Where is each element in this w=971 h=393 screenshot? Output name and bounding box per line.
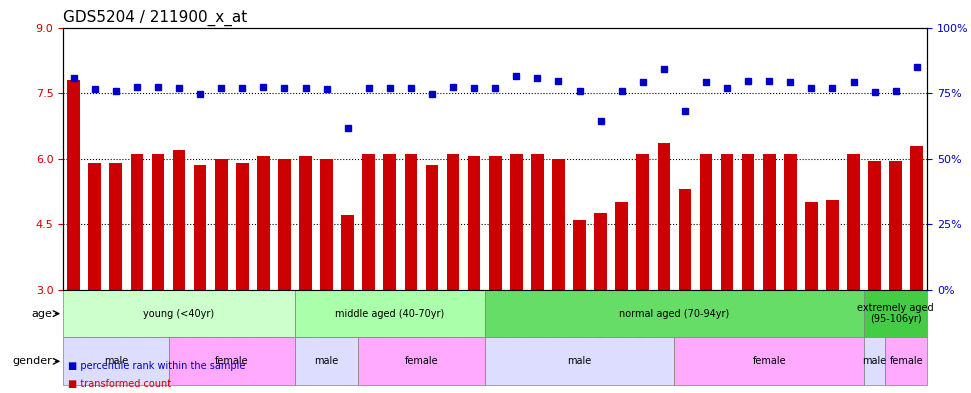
Text: male: male <box>567 356 591 366</box>
Bar <box>616 202 628 290</box>
Bar <box>868 161 881 290</box>
Bar <box>194 165 207 290</box>
FancyBboxPatch shape <box>295 290 485 338</box>
Bar <box>215 159 227 290</box>
Text: gender: gender <box>13 356 52 366</box>
Bar <box>911 145 923 290</box>
Bar <box>805 202 818 290</box>
FancyBboxPatch shape <box>485 338 675 385</box>
Text: male: male <box>315 356 339 366</box>
FancyBboxPatch shape <box>295 338 358 385</box>
Text: female: female <box>215 356 249 366</box>
Bar <box>848 154 860 290</box>
Bar <box>700 154 713 290</box>
Bar <box>405 154 418 290</box>
Bar <box>151 154 164 290</box>
Bar <box>384 154 396 290</box>
Bar <box>889 161 902 290</box>
Bar <box>679 189 691 290</box>
Bar <box>342 215 354 290</box>
FancyBboxPatch shape <box>864 290 927 338</box>
Text: age: age <box>32 309 52 319</box>
Bar <box>720 154 733 290</box>
Bar <box>488 156 502 290</box>
Bar <box>742 154 754 290</box>
Bar <box>510 154 522 290</box>
Text: ■ percentile rank within the sample: ■ percentile rank within the sample <box>68 362 246 371</box>
Text: middle aged (40-70yr): middle aged (40-70yr) <box>335 309 445 319</box>
FancyBboxPatch shape <box>864 338 886 385</box>
Text: extremely aged
(95-106yr): extremely aged (95-106yr) <box>857 303 934 324</box>
Bar <box>826 200 839 290</box>
Bar <box>299 156 312 290</box>
Text: female: female <box>889 356 923 366</box>
Bar <box>173 150 185 290</box>
Bar <box>425 165 438 290</box>
Bar <box>447 154 459 290</box>
FancyBboxPatch shape <box>63 338 169 385</box>
Text: female: female <box>753 356 787 366</box>
FancyBboxPatch shape <box>886 338 927 385</box>
Bar <box>110 163 122 290</box>
Bar <box>573 220 586 290</box>
Text: ■ transformed count: ■ transformed count <box>68 379 171 389</box>
Bar <box>657 143 670 290</box>
Bar <box>320 159 333 290</box>
FancyBboxPatch shape <box>675 338 864 385</box>
FancyBboxPatch shape <box>485 290 864 338</box>
Bar <box>88 163 101 290</box>
FancyBboxPatch shape <box>63 290 295 338</box>
Bar <box>278 159 290 290</box>
Bar <box>257 156 270 290</box>
Bar <box>784 154 796 290</box>
Text: female: female <box>405 356 438 366</box>
Bar <box>552 159 565 290</box>
Bar <box>236 163 249 290</box>
FancyBboxPatch shape <box>169 338 295 385</box>
Bar <box>636 154 649 290</box>
Text: male: male <box>104 356 128 366</box>
Text: male: male <box>862 356 887 366</box>
Bar <box>67 80 80 290</box>
Text: young (<40yr): young (<40yr) <box>144 309 215 319</box>
FancyBboxPatch shape <box>358 338 485 385</box>
Bar <box>468 156 481 290</box>
Bar <box>130 154 143 290</box>
Bar <box>362 154 375 290</box>
Bar <box>594 213 607 290</box>
Bar <box>763 154 776 290</box>
Bar <box>531 154 544 290</box>
Text: normal aged (70-94yr): normal aged (70-94yr) <box>619 309 729 319</box>
Text: GDS5204 / 211900_x_at: GDS5204 / 211900_x_at <box>63 10 248 26</box>
